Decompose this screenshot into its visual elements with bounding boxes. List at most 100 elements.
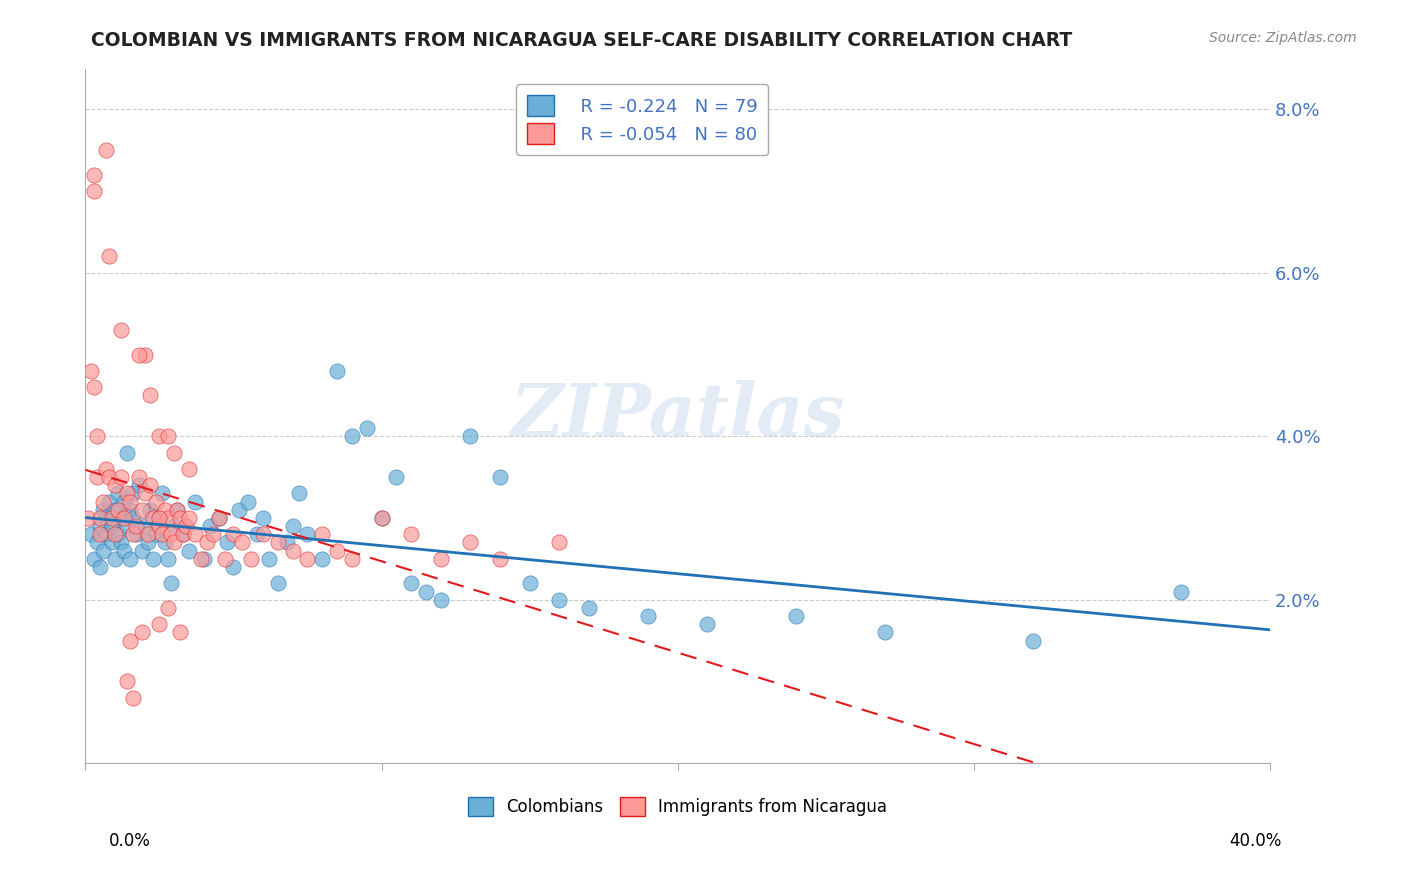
Point xyxy=(110,511,132,525)
Point xyxy=(370,511,392,525)
Point xyxy=(228,503,250,517)
Point xyxy=(231,535,253,549)
Point xyxy=(214,551,236,566)
Point xyxy=(101,511,124,525)
Point xyxy=(118,503,141,517)
Point xyxy=(246,527,269,541)
Point xyxy=(134,347,156,361)
Point xyxy=(370,511,392,525)
Point xyxy=(86,535,108,549)
Point xyxy=(121,690,143,705)
Point xyxy=(238,494,260,508)
Point xyxy=(1022,633,1045,648)
Point xyxy=(115,674,138,689)
Point xyxy=(172,527,194,541)
Point xyxy=(519,576,541,591)
Point xyxy=(169,625,191,640)
Text: COLOMBIAN VS IMMIGRANTS FROM NICARAGUA SELF-CARE DISABILITY CORRELATION CHART: COLOMBIAN VS IMMIGRANTS FROM NICARAGUA S… xyxy=(91,31,1073,50)
Point xyxy=(98,494,121,508)
Point xyxy=(128,347,150,361)
Point xyxy=(169,511,191,525)
Point xyxy=(94,527,117,541)
Point xyxy=(207,511,229,525)
Point xyxy=(548,592,571,607)
Point xyxy=(124,527,146,541)
Point xyxy=(112,511,135,525)
Point xyxy=(578,600,600,615)
Point xyxy=(112,543,135,558)
Point xyxy=(136,535,159,549)
Point xyxy=(98,470,121,484)
Point xyxy=(91,494,114,508)
Point xyxy=(201,527,224,541)
Point xyxy=(139,503,162,517)
Point xyxy=(98,250,121,264)
Point xyxy=(131,503,153,517)
Point xyxy=(240,551,263,566)
Point xyxy=(172,527,194,541)
Point xyxy=(148,511,170,525)
Point xyxy=(548,535,571,549)
Point xyxy=(121,511,143,525)
Point xyxy=(252,511,274,525)
Point xyxy=(134,519,156,533)
Point xyxy=(131,625,153,640)
Point xyxy=(83,184,105,198)
Point xyxy=(166,503,188,517)
Text: ZIPatlas: ZIPatlas xyxy=(510,380,845,451)
Point xyxy=(875,625,897,640)
Point xyxy=(94,511,117,525)
Point xyxy=(489,551,512,566)
Point xyxy=(139,478,162,492)
Point xyxy=(86,470,108,484)
Point xyxy=(163,445,186,459)
Point xyxy=(297,527,319,541)
Point xyxy=(637,609,659,624)
Point xyxy=(198,519,221,533)
Point xyxy=(429,551,451,566)
Point xyxy=(107,486,129,500)
Point xyxy=(110,535,132,549)
Point xyxy=(217,535,239,549)
Point xyxy=(80,527,103,541)
Point xyxy=(148,429,170,443)
Point xyxy=(89,560,111,574)
Point xyxy=(1170,584,1192,599)
Point xyxy=(385,470,408,484)
Point xyxy=(785,609,807,624)
Point xyxy=(145,494,167,508)
Point xyxy=(222,527,245,541)
Text: 0.0%: 0.0% xyxy=(108,831,150,849)
Point xyxy=(107,527,129,541)
Point xyxy=(110,470,132,484)
Point xyxy=(276,535,298,549)
Point xyxy=(89,511,111,525)
Point xyxy=(326,543,349,558)
Point xyxy=(148,519,170,533)
Point xyxy=(91,503,114,517)
Point xyxy=(91,543,114,558)
Point xyxy=(89,527,111,541)
Point xyxy=(142,551,165,566)
Point xyxy=(118,633,141,648)
Point xyxy=(150,527,173,541)
Point xyxy=(429,592,451,607)
Point xyxy=(267,535,290,549)
Point xyxy=(177,462,200,476)
Point xyxy=(128,478,150,492)
Point xyxy=(83,551,105,566)
Point xyxy=(101,535,124,549)
Point xyxy=(489,470,512,484)
Point xyxy=(177,511,200,525)
Point xyxy=(145,527,167,541)
Point xyxy=(287,486,309,500)
Point xyxy=(131,543,153,558)
Point xyxy=(356,421,378,435)
Point xyxy=(281,543,304,558)
Point xyxy=(155,503,177,517)
Point xyxy=(101,519,124,533)
Point xyxy=(110,323,132,337)
Point xyxy=(86,429,108,443)
Point xyxy=(142,511,165,525)
Point xyxy=(148,511,170,525)
